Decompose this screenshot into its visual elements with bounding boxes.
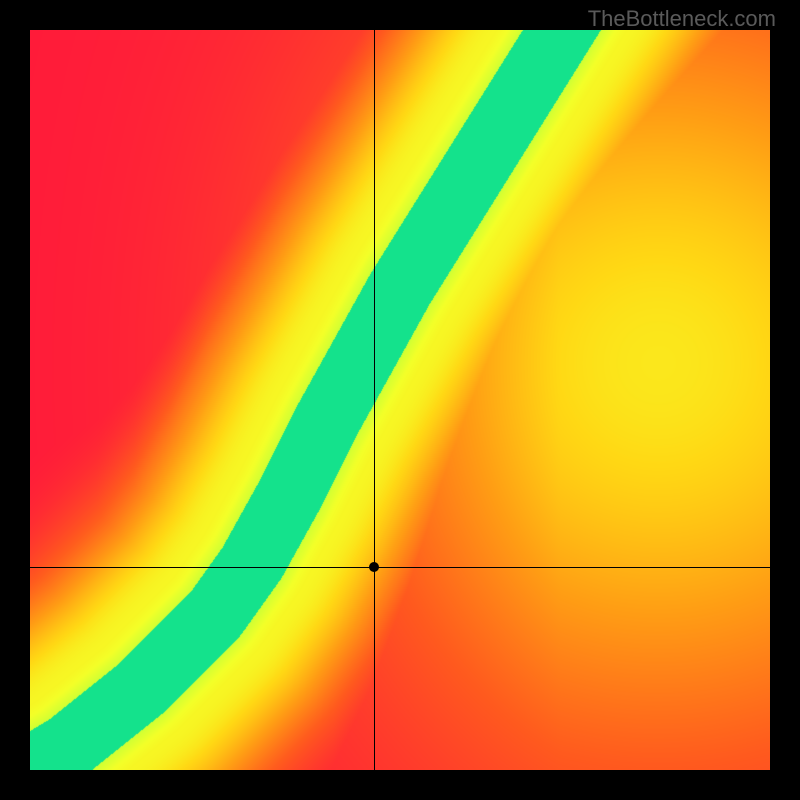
heatmap-canvas	[30, 30, 770, 770]
watermark-text: TheBottleneck.com	[588, 6, 776, 32]
plot-area	[30, 30, 770, 770]
marker-dot	[369, 562, 379, 572]
crosshair-vertical	[374, 30, 375, 770]
crosshair-horizontal	[30, 567, 770, 568]
